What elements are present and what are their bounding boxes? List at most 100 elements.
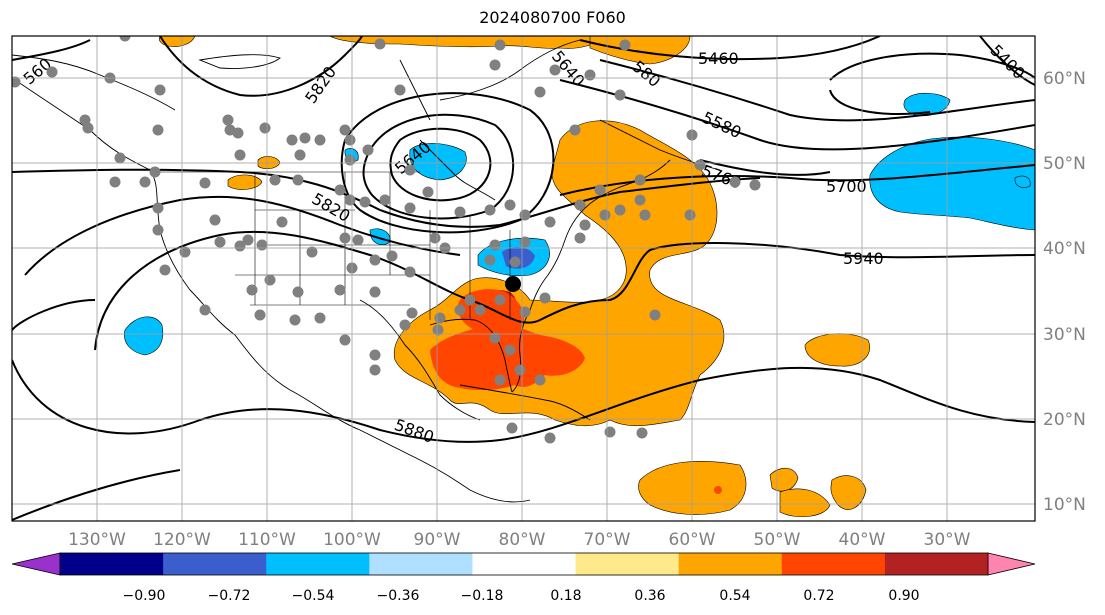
station-dot: [234, 149, 246, 161]
station-dot: [386, 250, 398, 262]
station-dot: [119, 36, 131, 42]
colorbar-segment: [60, 553, 164, 575]
station-dot: [514, 364, 526, 376]
colorbar-tick-label: 0.90: [888, 588, 919, 604]
station-dot: [599, 209, 611, 221]
station-dot: [454, 304, 466, 316]
station-dot: [544, 216, 556, 228]
contour-nw-loop: [12, 39, 91, 61]
map-frame: [11, 35, 1036, 522]
station-dot: [12, 76, 21, 88]
station-dot: [404, 202, 416, 214]
gridlines: [12, 36, 1035, 521]
station-dot: [594, 184, 606, 196]
contour-5760: [499, 177, 761, 226]
station-dot: [344, 154, 356, 166]
latitude-labels: 60°N 50°N 40°N 30°N 20°N 10°N: [1043, 69, 1086, 515]
station-dot: [404, 266, 416, 278]
colorbar-segment: [678, 553, 783, 575]
station-dot: [152, 124, 164, 136]
lightblue-anomaly-atlantic: [869, 136, 1035, 231]
station-dot: [494, 294, 506, 306]
station-dot: [344, 134, 356, 146]
station-dot: [352, 234, 364, 246]
contour-ne-loop: [829, 52, 1035, 81]
station-dot: [334, 284, 346, 296]
station-dot: [584, 69, 596, 81]
contour-label: 5880: [392, 415, 437, 447]
station-dot: [369, 254, 381, 266]
station-dot: [504, 199, 516, 211]
contour-5700-ring: [340, 92, 555, 234]
station-dot: [114, 152, 126, 164]
colorbar-segment: [575, 553, 680, 575]
station-dot: [314, 134, 326, 146]
contour-sw: [12, 469, 181, 521]
station-dot: [534, 374, 546, 386]
colorbar-high-extension: [987, 552, 1036, 576]
station-dot: [464, 294, 476, 306]
contour-label: 5940: [843, 249, 884, 268]
lon-label: 60°W: [669, 530, 716, 550]
station-dot: [749, 179, 761, 191]
station-dot: [234, 240, 246, 252]
station-dot: [432, 324, 444, 336]
map-area: 5460 5400 5820 5640 5640 5580 5760 5700 …: [12, 36, 1035, 521]
station-dot: [292, 174, 304, 186]
colorbar-tick-label: −0.54: [292, 588, 335, 604]
station-dot: [619, 39, 631, 51]
lon-label: 40°W: [839, 530, 886, 550]
station-dot: [259, 122, 271, 134]
station-dot: [214, 236, 226, 248]
station-dot: [534, 86, 546, 98]
colorbar: −0.90 −0.72 −0.54 −0.36 −0.18 0.18 0.36 …: [11, 552, 1036, 604]
station-dot: [569, 124, 581, 136]
lightblue-blob-greatlakes: [409, 143, 467, 181]
station-dot: [242, 234, 254, 246]
station-dot: [519, 306, 531, 318]
station-dot: [484, 204, 496, 216]
station-dot: [399, 319, 411, 331]
station-dot: [314, 312, 326, 324]
colorbar-tick-label: −0.36: [377, 588, 420, 604]
station-dot: [154, 84, 166, 96]
contour-5640-ring: [362, 113, 515, 220]
contour-label: 5700: [826, 177, 867, 196]
contour-5460: [579, 36, 881, 61]
station-dot: [359, 196, 371, 208]
lightblue-blob-pacific: [124, 316, 164, 356]
station-dot: [614, 204, 626, 216]
station-dot: [639, 209, 651, 221]
colorbar-low-extension: [11, 552, 61, 576]
contour-ne-inner: [829, 89, 931, 115]
contour-5820a: [24, 195, 461, 276]
station-dot: [369, 349, 381, 361]
lat-label: 10°N: [1043, 495, 1086, 515]
station-dot: [574, 232, 586, 244]
station-dot: [434, 312, 446, 324]
station-dot: [292, 286, 304, 298]
station-dot: [504, 344, 516, 356]
station-dot: [519, 236, 531, 248]
station-dot: [604, 426, 616, 438]
station-dot: [634, 174, 646, 186]
contour-5880: [12, 359, 1035, 443]
colorbar-segment: [472, 553, 577, 575]
contour-5940: [94, 230, 1035, 351]
colorbar-tick-label: −0.18: [461, 588, 504, 604]
lon-label: 100°W: [323, 530, 381, 550]
contour-5880b: [12, 299, 96, 331]
station-dot: [82, 122, 94, 134]
lat-label: 50°N: [1043, 154, 1086, 174]
station-dot: [209, 214, 221, 226]
lon-label: 80°W: [499, 530, 546, 550]
colorbar-tick-label: 0.72: [803, 588, 834, 604]
station-dot: [549, 64, 561, 76]
longitude-labels: 130°W 120°W 110°W 100°W 90°W 80°W 70°W 6…: [68, 530, 971, 550]
colorbar-segment: [884, 553, 989, 575]
colorbar-segment: [163, 553, 267, 575]
station-dot: [362, 144, 374, 156]
station-markers: [12, 36, 761, 444]
station-dot: [379, 194, 391, 206]
